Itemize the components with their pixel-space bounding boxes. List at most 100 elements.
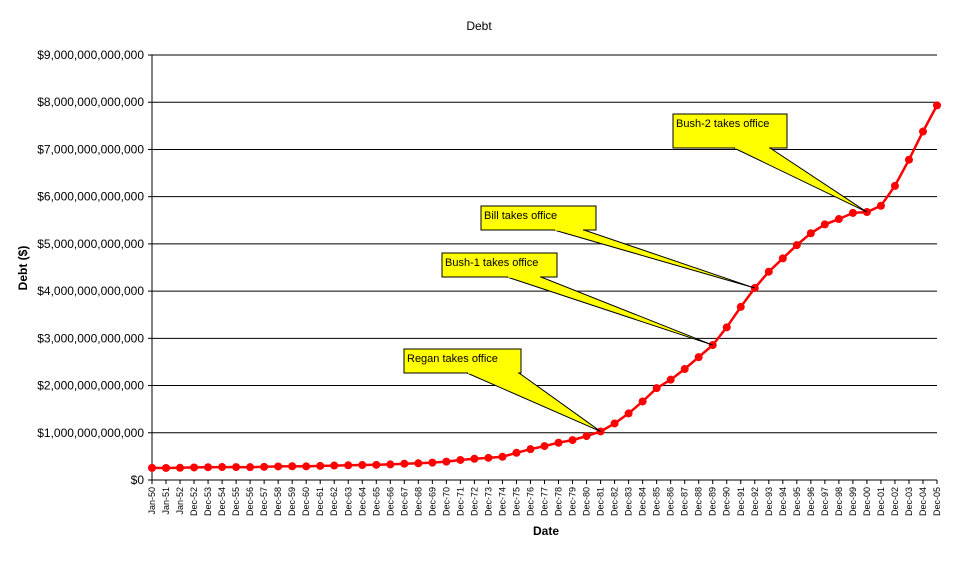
x-tick-label: Jan-52: [175, 487, 185, 515]
y-tick-label: $2,000,000,000,000: [37, 379, 144, 393]
x-tick-label: Jan-50: [147, 487, 157, 515]
x-tick-label: Dec-79: [568, 487, 578, 516]
data-point: [736, 302, 745, 311]
data-point: [316, 461, 325, 470]
data-point: [358, 461, 367, 470]
callout-pointer: [506, 276, 713, 346]
data-point: [176, 463, 185, 472]
x-tick-label: Dec-72: [469, 487, 479, 516]
y-tick-label: $5,000,000,000,000: [37, 237, 144, 251]
data-point: [204, 463, 213, 472]
x-tick-label: Dec-62: [329, 487, 339, 516]
data-point: [498, 452, 507, 461]
x-tick-label: Dec-52: [189, 487, 199, 516]
x-tick-label: Dec-88: [694, 487, 704, 516]
data-point: [610, 419, 619, 428]
data-point: [386, 460, 395, 469]
x-tick-label: Dec-58: [273, 487, 283, 516]
data-point: [400, 459, 409, 468]
data-point: [666, 375, 675, 384]
x-tick-label: Dec-71: [455, 487, 465, 516]
x-tick-label: Dec-80: [582, 487, 592, 516]
data-point: [624, 409, 633, 418]
x-tick-label: Dec-63: [343, 487, 353, 516]
x-tick-label: Jan-51: [161, 487, 171, 515]
data-point: [652, 384, 661, 393]
data-point: [302, 462, 311, 471]
data-point: [148, 463, 156, 472]
data-point: [694, 353, 703, 362]
x-tick-label: Dec-64: [357, 487, 367, 516]
x-tick-label: Dec-91: [736, 487, 746, 516]
x-tick-label: Dec-89: [708, 487, 718, 516]
x-tick-label: Dec-69: [427, 487, 437, 516]
callout-box: [672, 113, 788, 149]
x-tick-label: Dec-01: [876, 487, 886, 516]
y-tick-label: $9,000,000,000,000: [37, 48, 144, 62]
x-tick-label: Dec-81: [596, 487, 606, 516]
y-tick-label: $4,000,000,000,000: [37, 284, 144, 298]
callout-box: [441, 252, 558, 278]
x-axis-label: Date: [533, 524, 559, 538]
x-tick-label: Dec-76: [525, 487, 535, 516]
x-tick-label: Dec-67: [399, 487, 409, 516]
callout-box: [403, 348, 522, 374]
x-tick-label: Dec-70: [441, 487, 451, 516]
data-point: [876, 201, 885, 210]
x-tick-label: Dec-65: [371, 487, 381, 516]
y-tick-label: $0: [131, 473, 145, 487]
callout-box: [480, 205, 597, 231]
x-tick-label: Dec-82: [610, 487, 620, 516]
gridlines: [152, 54, 937, 434]
data-point: [890, 181, 899, 190]
data-point: [554, 438, 563, 447]
x-tick-label: Dec-74: [497, 487, 507, 516]
data-point: [512, 448, 521, 457]
x-tick-label: Dec-59: [287, 487, 297, 516]
data-point: [260, 462, 269, 471]
x-tick-label: Dec-86: [666, 487, 676, 516]
x-tick-label: Dec-53: [203, 487, 213, 516]
x-tick-label: Dec-98: [834, 487, 844, 516]
x-tick-label: Dec-60: [301, 487, 311, 516]
y-tick-label: $7,000,000,000,000: [37, 142, 144, 156]
data-point: [806, 229, 815, 238]
x-tick-label: Dec-83: [624, 487, 634, 516]
x-tick-label: Dec-61: [315, 487, 325, 516]
x-tick-label: Dec-04: [918, 487, 928, 516]
x-tick-label: Dec-03: [904, 487, 914, 516]
data-point: [232, 463, 241, 472]
data-point: [218, 463, 227, 472]
data-point: [933, 101, 941, 110]
callout-label: Bush-2 takes office: [676, 118, 769, 130]
data-point: [246, 463, 255, 472]
callout-label: Regan takes office: [407, 353, 498, 365]
data-point: [274, 462, 283, 471]
data-point: [484, 453, 493, 462]
data-point: [792, 241, 801, 250]
data-point: [414, 459, 423, 468]
y-tick-label: $1,000,000,000,000: [37, 426, 144, 440]
data-point: [330, 461, 339, 470]
data-point: [638, 397, 647, 406]
x-tick-label: Dec-55: [231, 487, 241, 516]
callout-pointer: [553, 229, 755, 289]
data-point: [918, 127, 927, 136]
x-tick-label: Dec-57: [259, 487, 269, 516]
callout-pointer: [733, 147, 868, 213]
chart-title: Debt: [466, 19, 492, 33]
x-tick-label: Dec-99: [848, 487, 858, 516]
x-tick-label: Dec-96: [806, 487, 816, 516]
x-tick-label: Dec-66: [385, 487, 395, 516]
x-tick-label: Dec-05: [932, 487, 942, 516]
x-tick-label: Dec-94: [778, 487, 788, 516]
data-point: [344, 461, 353, 470]
x-tick-label: Dec-92: [750, 487, 760, 516]
data-point: [848, 208, 857, 217]
x-tick-label: Dec-85: [652, 487, 662, 516]
data-point: [820, 220, 829, 229]
x-tick-label: Dec-54: [217, 487, 227, 516]
x-tick-label: Dec-78: [554, 487, 564, 516]
x-tick-label: Dec-93: [764, 487, 774, 516]
